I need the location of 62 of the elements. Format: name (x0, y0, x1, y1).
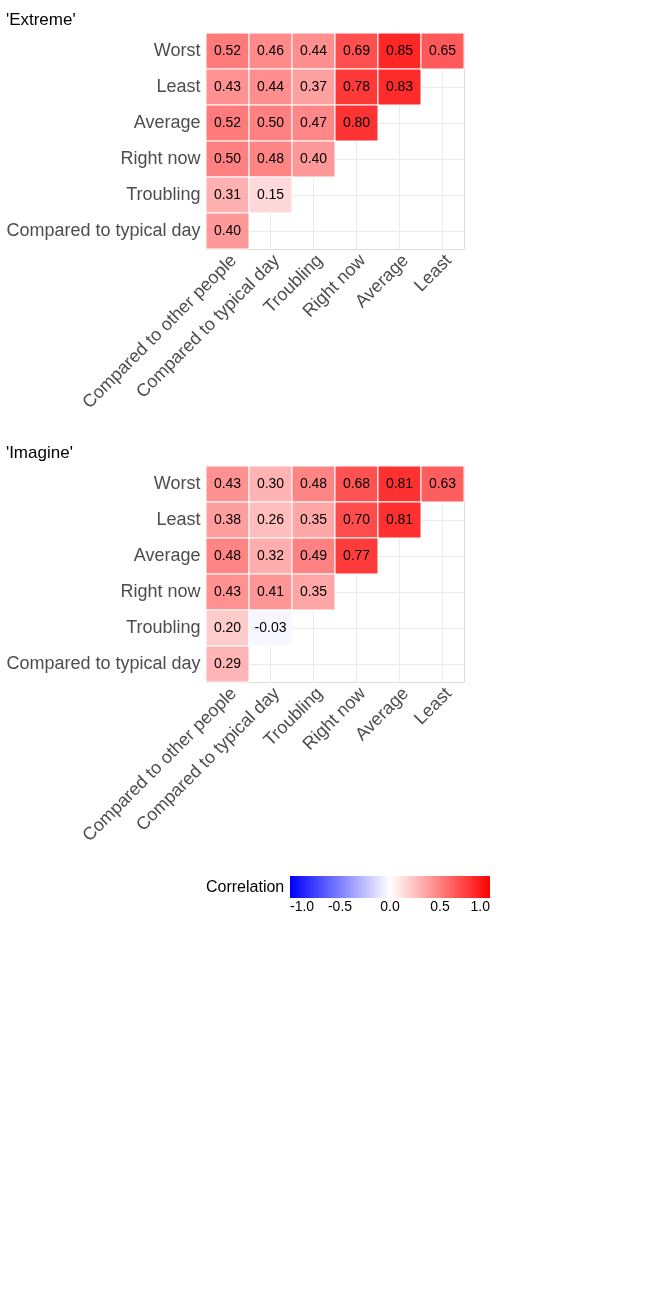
data-label: 0.26 (256, 511, 285, 527)
data-label: 0.43 (213, 475, 242, 491)
y-tick-label: Right now (120, 148, 202, 168)
y-tick-label: Compared to typical day (6, 653, 201, 673)
y-tick-label: Worst (153, 40, 201, 60)
data-label: 0.15 (256, 186, 285, 202)
y-tick-label: Average (133, 545, 201, 565)
color-bar-label: 0.5 (430, 898, 450, 914)
data-label: 0.47 (299, 114, 328, 130)
data-label: 0.48 (256, 150, 285, 166)
data-label: 0.40 (299, 150, 328, 166)
data-label: 0.35 (299, 511, 328, 527)
data-label: 0.52 (213, 114, 242, 130)
y-tick-label: Troubling (126, 184, 201, 204)
y-tick-label: Worst (153, 473, 201, 493)
data-label: 0.32 (256, 547, 285, 563)
data-label: 0.69 (342, 42, 371, 58)
y-tick-label: Compared to typical day (6, 220, 201, 240)
data-label: 0.46 (256, 42, 285, 58)
color-bar-label: -1.0 (290, 898, 315, 914)
data-label: 0.44 (256, 78, 285, 94)
color-bar-title: Correlation (206, 878, 285, 895)
data-label: 0.63 (428, 475, 457, 491)
y-tick-label: Average (133, 112, 201, 132)
data-label: 0.50 (213, 150, 242, 166)
y-tick-label: Least (156, 76, 201, 96)
data-label: 0.40 (213, 222, 242, 238)
text: 'Extreme' (5, 9, 76, 29)
color-bar-label: -0.5 (327, 898, 353, 914)
data-label: 0.41 (256, 583, 285, 599)
data-label: 0.78 (342, 78, 371, 94)
data-label: 0.83 (385, 78, 414, 94)
data-label: 0.81 (385, 475, 414, 491)
data-label: 0.35 (299, 583, 328, 599)
data-label: 0.70 (342, 511, 371, 527)
y-tick-label: Least (156, 509, 201, 529)
data-label: 0.68 (342, 475, 371, 491)
y-tick-label: Troubling (126, 617, 201, 637)
data-label: 0.77 (342, 547, 371, 563)
data-label: 0.65 (428, 42, 457, 58)
data-label: 0.48 (213, 547, 242, 563)
data-label: 0.38 (213, 511, 242, 527)
data-label: 0.48 (299, 475, 328, 491)
data-label: 0.30 (256, 475, 285, 491)
data-label: 0.44 (299, 42, 328, 58)
data-label: 0.20 (213, 619, 242, 635)
data-label: -0.03 (254, 619, 287, 635)
color-bar-label: 1.0 (470, 898, 491, 914)
data-label: 0.43 (213, 583, 242, 599)
data-label: 0.37 (299, 78, 328, 94)
data-label: 0.31 (213, 186, 242, 202)
data-label: 0.52 (213, 42, 242, 58)
y-tick-label: Right now (120, 581, 202, 601)
data-label: 0.49 (299, 547, 328, 563)
data-label: 0.81 (385, 511, 414, 527)
data-label: 0.29 (213, 655, 242, 671)
text: 'Imagine' (5, 442, 73, 462)
data-label: 0.50 (256, 114, 285, 130)
data-label: 0.43 (213, 78, 242, 94)
data-label: 0.85 (385, 42, 414, 58)
color-bar-label: 0.0 (380, 898, 400, 914)
data-label: 0.80 (342, 114, 371, 130)
